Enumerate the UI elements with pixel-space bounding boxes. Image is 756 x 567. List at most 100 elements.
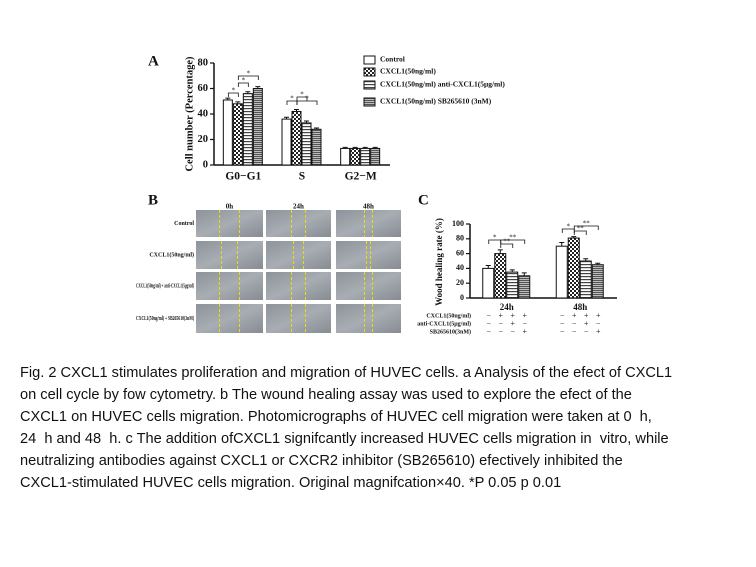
table-sign: + — [584, 311, 589, 320]
micrograph — [336, 241, 401, 269]
bar — [482, 267, 495, 299]
micrograph — [336, 272, 401, 300]
bar — [506, 271, 519, 299]
bar — [301, 122, 312, 166]
row-label: Control — [174, 221, 194, 227]
significance-label: ** — [583, 220, 591, 228]
bar — [494, 253, 507, 299]
row-label: CXCL1(50ng/ml) — [149, 251, 194, 258]
y-tick-label: 40 — [198, 108, 209, 119]
significance-label: * — [305, 95, 309, 103]
y-tick-label: 20 — [456, 278, 464, 287]
y-axis-label: Cell number (Percentage) — [184, 56, 195, 172]
bar — [370, 147, 381, 166]
panel-letter: C — [418, 192, 429, 208]
figure: A B C Cell number (Percentage) Wood heal… — [136, 53, 617, 336]
table-sign: − — [596, 319, 601, 328]
error-bar — [284, 116, 289, 120]
error-bar — [314, 127, 319, 130]
table-sign: − — [560, 319, 565, 328]
significance-bracket — [296, 96, 308, 101]
bar — [350, 147, 361, 166]
table-sign: − — [522, 319, 527, 328]
error-bar — [342, 146, 348, 149]
significance-label: * — [300, 91, 304, 99]
y-tick-label: 40 — [456, 263, 464, 272]
table-sign: + — [522, 311, 527, 320]
table-sign: − — [572, 319, 577, 328]
error-bar — [304, 120, 309, 123]
legend-label: CXCL1(50ng/ml) — [380, 67, 436, 76]
error-bar — [294, 109, 299, 112]
significance-bracket — [500, 243, 514, 248]
bar — [232, 103, 243, 166]
significance-bracket — [237, 82, 249, 87]
table-row-label: CXCL1(50ng/ml) — [426, 312, 471, 319]
x-tick-label: S — [299, 171, 305, 183]
legend-swatch — [363, 97, 376, 107]
panel-letter: B — [148, 192, 158, 208]
table-sign: + — [498, 311, 503, 320]
legend-swatch — [363, 55, 376, 65]
x-tick-label: 48h — [573, 302, 587, 312]
column-label: 24h — [293, 203, 304, 211]
table-sign: − — [560, 327, 565, 336]
bar — [555, 245, 568, 299]
caption-line: CXCL1-stimulated HUVEC cells migration. … — [20, 475, 562, 491]
error-bar — [583, 258, 589, 261]
significance-bracket — [237, 75, 259, 80]
significance-bracket — [296, 100, 318, 105]
y-tick-label: 0 — [460, 293, 464, 302]
error-bar — [509, 269, 515, 273]
significance-label: * — [567, 223, 571, 231]
y-tick-label: 80 — [456, 234, 464, 243]
caption: Fig. 2 CXCL1 stimulates proliferation an… — [20, 362, 672, 494]
caption-line: neutralizing antibodies against CXCL1 or… — [20, 453, 623, 469]
bar — [518, 275, 531, 299]
bar — [222, 99, 233, 166]
legend-swatch — [363, 80, 376, 90]
table-row-label: anti-CXCL1(5μg/ml) — [417, 320, 471, 327]
micrograph — [336, 210, 401, 237]
error-bar — [352, 146, 358, 149]
significance-label: * — [242, 77, 246, 85]
error-bar — [225, 97, 231, 100]
table-sign: − — [584, 327, 589, 336]
error-bar — [362, 146, 368, 149]
y-tick-label: 60 — [456, 248, 464, 257]
y-tick-label: 0 — [203, 159, 208, 170]
significance-label: * — [493, 234, 497, 242]
bar — [242, 93, 253, 166]
x-tick-label: G0−G1 — [225, 171, 261, 183]
table-sign: + — [596, 311, 601, 320]
significance-label: ** — [509, 234, 517, 242]
significance-bracket — [573, 230, 587, 235]
bar — [567, 237, 580, 299]
error-bar — [255, 86, 261, 89]
column-label: 48h — [363, 203, 374, 211]
micrograph — [196, 304, 263, 333]
legend-label: CXCL1(50ng/ml) anti-CXCL1(5μg/ml) — [380, 80, 505, 89]
caption-line: 24 h and 48 h. c The addition ofCXCL1 si… — [20, 431, 669, 447]
table-sign: + — [522, 327, 527, 336]
caption-line: CXCL1 on HUVEC cells migration. Photomic… — [20, 409, 652, 425]
table-sign: − — [498, 327, 503, 336]
significance-label: * — [232, 87, 236, 95]
bar — [281, 118, 292, 166]
caption-line: on cell cycle by fow cytometry. b The wo… — [20, 387, 632, 403]
significance-bracket — [500, 239, 526, 244]
micrograph — [196, 241, 263, 269]
table-sign: − — [498, 319, 503, 328]
error-bar — [595, 262, 601, 265]
table-sign: − — [560, 311, 565, 320]
error-bar — [571, 236, 577, 239]
error-bar — [245, 91, 251, 94]
table-sign: − — [510, 327, 515, 336]
significance-bracket — [227, 92, 239, 97]
y-tick-label: 20 — [198, 134, 209, 145]
micrograph — [336, 304, 401, 333]
y-tick-label: 100 — [452, 219, 464, 228]
row-label: CXCL1(50ng/ml) + SB265610(3nM) — [136, 315, 194, 322]
micrograph — [266, 304, 331, 333]
